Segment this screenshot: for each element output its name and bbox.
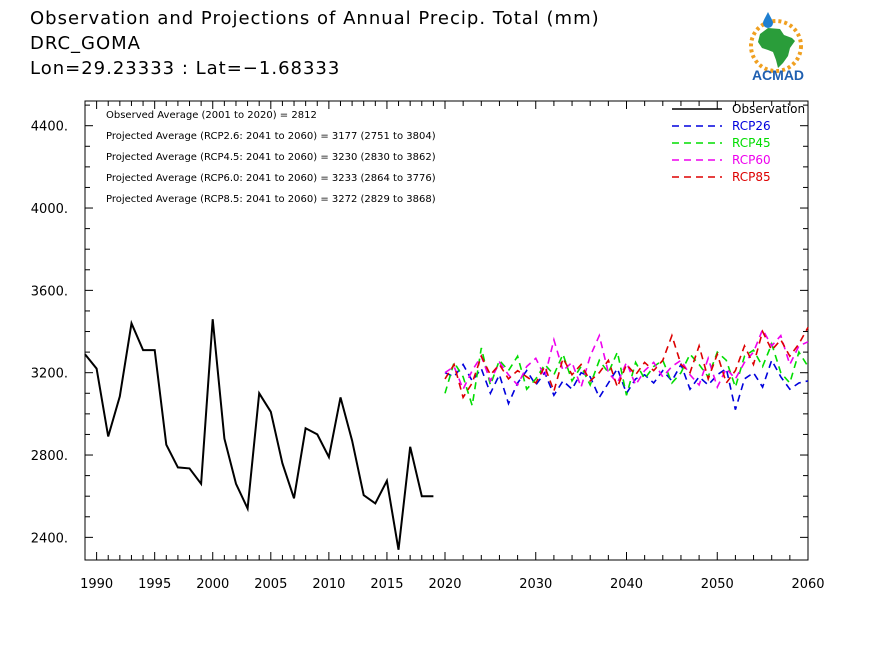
x-tick-label: 2020 <box>428 577 461 592</box>
raindrop-icon <box>763 12 773 28</box>
legend-label: RCP26 <box>732 119 771 133</box>
station-coordinates: Lon=29.23333 : Lat=−1.68333 <box>30 58 341 79</box>
series-observation-line <box>84 319 434 550</box>
y-tick-label: 3200. <box>31 367 68 382</box>
y-tick-label: 2400. <box>31 531 68 546</box>
legend-label: RCP45 <box>732 136 771 150</box>
y-tick-label: 4000. <box>31 202 68 217</box>
series-rcp60-line <box>444 327 809 392</box>
africa-map-icon: ACMAD <box>749 12 804 83</box>
x-tick-label: 2015 <box>370 577 403 592</box>
y-tick-label: 3600. <box>31 284 68 299</box>
x-tick-label: 1995 <box>138 577 171 592</box>
annotation-text: Observed Average (2001 to 2020) = 2812 <box>106 110 317 121</box>
legend-label: Observation <box>732 102 805 116</box>
legend-label: RCP60 <box>732 153 771 167</box>
station-name: DRC_GOMA <box>30 33 141 54</box>
x-tick-label: 2040 <box>610 577 643 592</box>
x-tick-label: 2005 <box>254 577 287 592</box>
x-tick-label: 2030 <box>519 577 552 592</box>
annotation-text: Projected Average (RCP2.6: 2041 to 2060)… <box>106 131 436 142</box>
africa-shape <box>758 28 795 68</box>
x-tick-label: 2060 <box>791 577 824 592</box>
sun-rays-icon <box>749 19 803 73</box>
y-tick-label: 4400. <box>31 120 68 135</box>
chart-title: Observation and Projections of Annual Pr… <box>30 8 600 29</box>
legend-label: RCP85 <box>732 170 771 184</box>
series-rcp45-line <box>444 341 809 406</box>
annotation-text: Projected Average (RCP8.5: 2041 to 2060)… <box>106 194 436 205</box>
series-rcp85-line <box>444 327 809 400</box>
series-rcp26-line <box>444 358 809 410</box>
annotation-text: Projected Average (RCP6.0: 2041 to 2060)… <box>106 173 436 184</box>
x-tick-label: 2050 <box>701 577 734 592</box>
acmad-logo: ACMAD <box>738 8 818 84</box>
plot-frame <box>84 100 809 561</box>
x-tick-label: 1990 <box>80 577 113 592</box>
y-tick-label: 2800. <box>31 449 68 464</box>
legend: Observation RCP26 RCP45 RCP60 RCP85 <box>672 102 805 184</box>
x-axis: 1990 1995 2000 2005 2010 2015 2020 2030 2040 2050… <box>80 101 825 592</box>
y-axis: 2400. 2800. 3200. 3600. 4000. 4400. <box>31 104 808 546</box>
x-tick-label: 2000 <box>196 577 229 592</box>
annotation-text: Projected Average (RCP4.5: 2041 to 2060)… <box>106 152 436 163</box>
x-tick-label: 2010 <box>312 577 345 592</box>
series-layer <box>84 319 809 550</box>
annotations: Observed Average (2001 to 2020) = 2812 Pr… <box>106 110 436 205</box>
logo-text: ACMAD <box>752 67 804 83</box>
